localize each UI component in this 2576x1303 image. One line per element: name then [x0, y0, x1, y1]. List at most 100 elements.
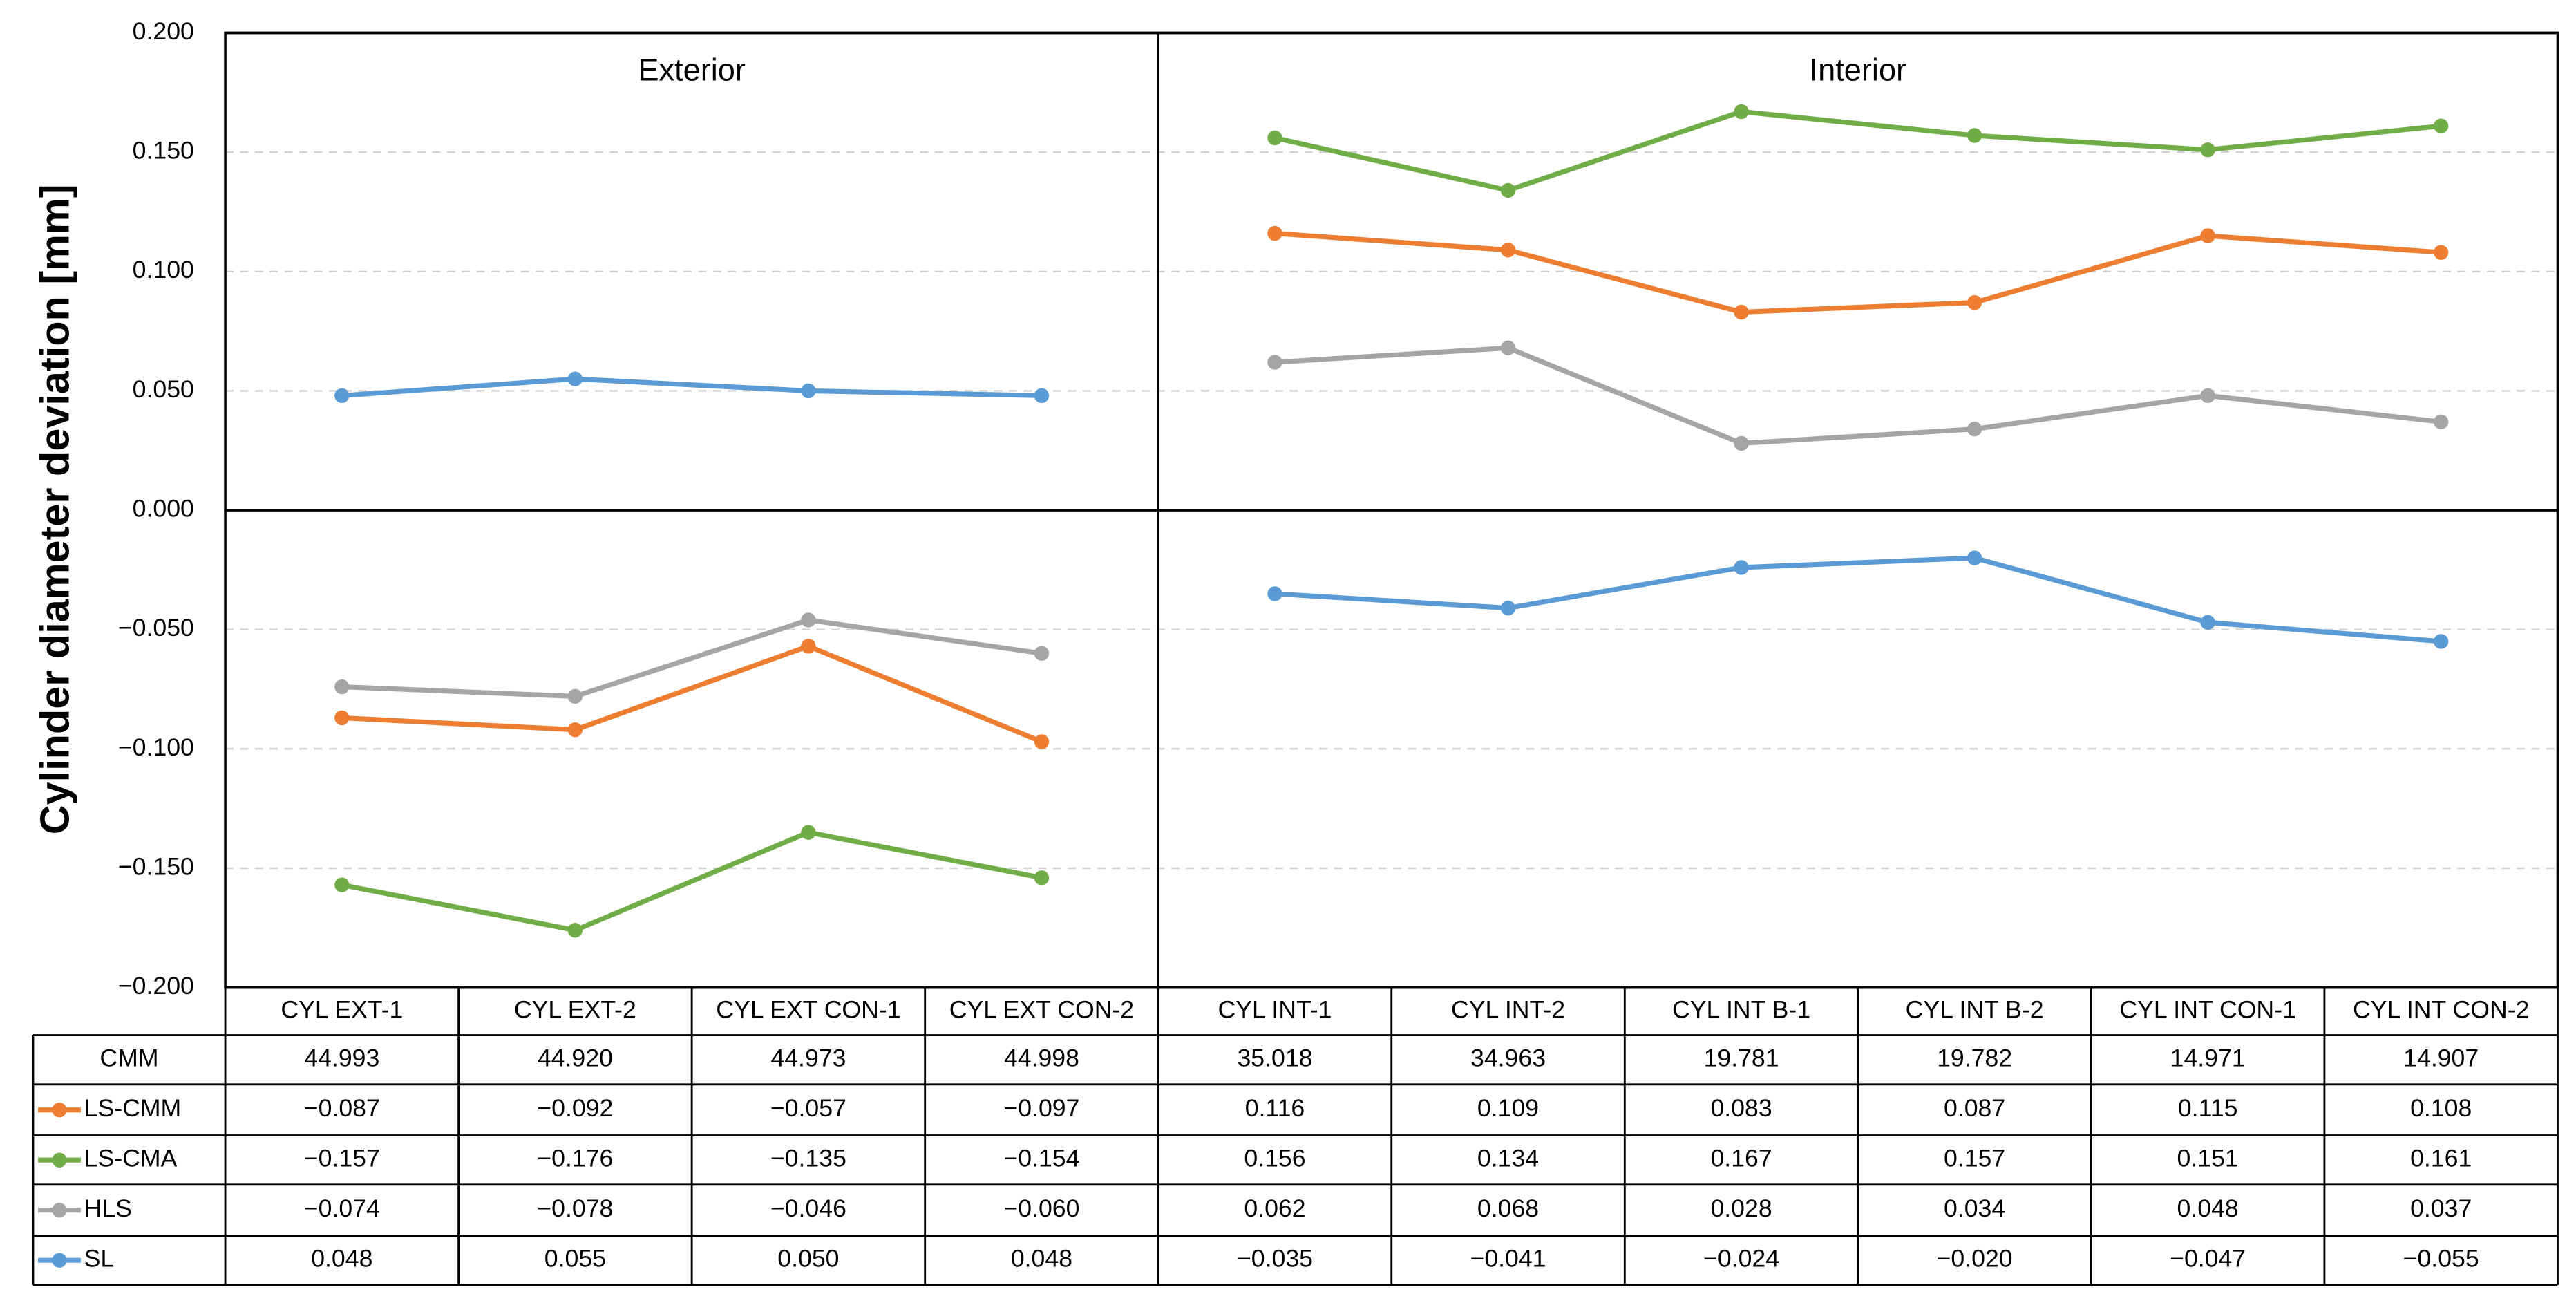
y-tick-label: −0.050 — [118, 614, 194, 641]
y-tick-label: 0.100 — [133, 256, 194, 283]
x-tick-label: CYL EXT CON-2 — [949, 995, 1134, 1023]
table-cell: −0.057 — [770, 1094, 846, 1122]
y-tick-label: −0.150 — [118, 852, 194, 880]
table-cell: −0.055 — [2403, 1245, 2479, 1273]
data-point — [1967, 421, 1982, 437]
panel-title: Interior — [1810, 53, 1907, 88]
table-cell: −0.041 — [1470, 1245, 1546, 1273]
table-cell: −0.046 — [770, 1194, 846, 1222]
data-point — [2433, 414, 2449, 430]
table-cell: 0.062 — [1244, 1194, 1305, 1222]
table-cell: −0.176 — [537, 1145, 613, 1172]
x-tick-label: CYL EXT CON-1 — [716, 995, 900, 1023]
series-line — [341, 617, 1042, 699]
table-cell: −0.035 — [1237, 1245, 1313, 1273]
table-cell: −0.157 — [304, 1145, 380, 1172]
table-cell: 0.109 — [1477, 1094, 1539, 1122]
data-point — [1500, 182, 1516, 198]
x-tick-label: CYL INT-2 — [1451, 995, 1565, 1023]
data-point — [1967, 128, 1982, 143]
legend-marker — [52, 1103, 67, 1118]
table-cell: 0.037 — [2410, 1194, 2472, 1222]
data-point — [1267, 586, 1282, 601]
data-point — [801, 383, 816, 399]
data-point — [567, 688, 583, 704]
table-cell: 14.907 — [2403, 1044, 2479, 1072]
data-point — [801, 612, 816, 628]
data-point — [2433, 634, 2449, 649]
data-point — [567, 371, 583, 386]
table-cell: 0.048 — [311, 1245, 372, 1273]
data-point — [2433, 118, 2449, 133]
table-cell: −0.097 — [1003, 1094, 1079, 1122]
data-point — [801, 639, 816, 654]
table-cell: 0.161 — [2410, 1145, 2472, 1172]
table-cell: 0.028 — [1710, 1194, 1772, 1222]
table-row-name: CMM — [100, 1044, 158, 1072]
x-tick-label: CYL INT-1 — [1218, 995, 1332, 1023]
data-point — [1034, 646, 1050, 661]
data-point — [1267, 355, 1282, 370]
table-cell: −0.087 — [304, 1094, 380, 1122]
table-cell: 0.108 — [2410, 1094, 2472, 1122]
y-tick-label: 0.050 — [133, 375, 194, 403]
table-cell: 44.920 — [538, 1044, 613, 1072]
table-cell: 44.993 — [304, 1044, 379, 1072]
table-cell: 0.156 — [1244, 1145, 1305, 1172]
table-cell: −0.047 — [2170, 1245, 2246, 1273]
y-tick-label: 0.000 — [133, 494, 194, 522]
data-point — [1034, 734, 1050, 749]
data-point — [1734, 104, 1749, 120]
data-point — [1267, 225, 1282, 241]
table-cell: 0.157 — [1944, 1145, 2005, 1172]
table-cell: 19.782 — [1937, 1044, 2012, 1072]
table-cell: 0.134 — [1477, 1145, 1539, 1172]
y-axis-label: Cylinder diameter deviation [mm] — [31, 184, 77, 834]
series-line — [1274, 231, 2441, 315]
series-line — [1274, 109, 2442, 193]
panel-title: Exterior — [638, 53, 746, 88]
data-point — [334, 710, 350, 726]
data-point — [1967, 294, 1982, 310]
legend-marker — [52, 1203, 67, 1218]
table-cell: 34.963 — [1470, 1044, 1546, 1072]
legend-label: HLS — [84, 1194, 132, 1222]
x-tick-label: CYL EXT-1 — [281, 995, 403, 1023]
data-point — [1500, 340, 1516, 355]
legend-label: LS-CMA — [84, 1145, 178, 1172]
table-cell: 44.998 — [1004, 1044, 1079, 1072]
x-tick-label: CYL INT CON-2 — [2353, 995, 2529, 1023]
table-cell: −0.078 — [537, 1194, 613, 1222]
data-point — [2200, 615, 2215, 630]
y-tick-label: −0.100 — [118, 733, 194, 761]
data-point — [2200, 142, 2215, 158]
table-cell: 0.115 — [2178, 1094, 2238, 1122]
table-cell: −0.135 — [770, 1145, 846, 1172]
y-tick-label: −0.200 — [118, 972, 194, 1000]
data-point — [1500, 243, 1516, 258]
legend-marker — [52, 1152, 67, 1168]
table-cell: −0.024 — [1703, 1245, 1779, 1273]
table-cell: 14.971 — [2170, 1044, 2246, 1072]
x-tick-label: CYL INT B-1 — [1672, 995, 1810, 1023]
data-point — [1034, 870, 1050, 885]
legend-label: LS-CMM — [84, 1094, 182, 1122]
data-point — [1734, 560, 1749, 575]
y-tick-label: 0.150 — [133, 137, 194, 165]
data-point — [1267, 130, 1282, 146]
table-cell: 0.055 — [544, 1245, 606, 1273]
table-cell: 35.018 — [1237, 1044, 1312, 1072]
data-point — [801, 825, 816, 840]
table-cell: −0.074 — [304, 1194, 380, 1222]
table-cell: 0.034 — [1944, 1194, 2005, 1222]
table-cell: 0.050 — [777, 1245, 839, 1273]
table-cell: −0.060 — [1003, 1194, 1079, 1222]
data-point — [1967, 550, 1982, 565]
y-tick-label: 0.200 — [133, 17, 194, 45]
series-line — [1274, 345, 2442, 446]
series-line — [341, 829, 1043, 933]
data-point — [2433, 245, 2449, 260]
table-cell: 0.087 — [1944, 1094, 2005, 1122]
data-point — [334, 679, 350, 695]
